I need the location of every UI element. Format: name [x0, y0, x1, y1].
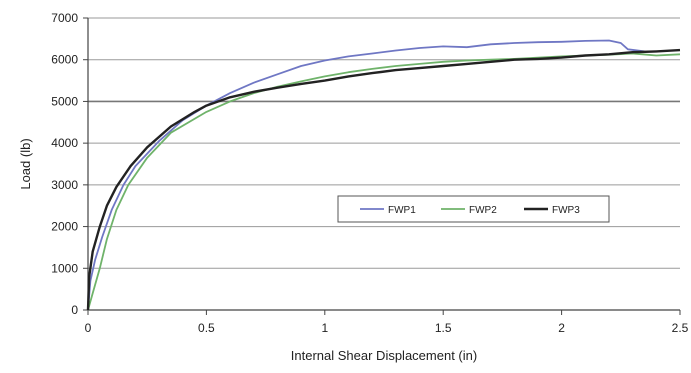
y-tick-label: 3000: [51, 178, 78, 192]
y-tick-label: 2000: [51, 220, 78, 234]
series-line-fwp3: [86, 48, 681, 311]
series-line-fwp1: [87, 39, 645, 311]
x-tick-label: 2.5: [672, 321, 689, 335]
series-line-fwp2: [87, 52, 681, 311]
legend-label: FWP2: [469, 205, 497, 216]
gridlines: [88, 17, 680, 269]
y-tick-label: 7000: [51, 11, 78, 25]
y-tick-label: 5000: [51, 94, 78, 108]
legend-label: FWP1: [388, 205, 416, 216]
y-tick-label: 6000: [51, 53, 78, 67]
x-tick-label: 0: [85, 321, 92, 335]
legend-label: FWP3: [552, 205, 580, 216]
x-tick-label: 2: [558, 321, 565, 335]
x-tick-label: 1.5: [435, 321, 452, 335]
series-lines: [86, 39, 681, 311]
x-tick-labels: 0 0.5 1 1.5 2 2.5: [85, 321, 689, 335]
x-tick-label: 1: [321, 321, 328, 335]
legend: FWP1 FWP2 FWP3: [337, 195, 610, 223]
x-axis-title: Internal Shear Displacement (in): [291, 348, 477, 363]
x-tick-label: 0.5: [198, 321, 215, 335]
y-tick-label: 0: [71, 303, 78, 317]
axes: [83, 17, 681, 315]
y-tick-labels: 0 1000 2000 3000 4000 5000 6000 7000: [51, 11, 78, 317]
y-tick-label: 1000: [51, 261, 78, 275]
y-tick-label: 4000: [51, 136, 78, 150]
y-axis-title: Load (lb): [18, 138, 33, 189]
